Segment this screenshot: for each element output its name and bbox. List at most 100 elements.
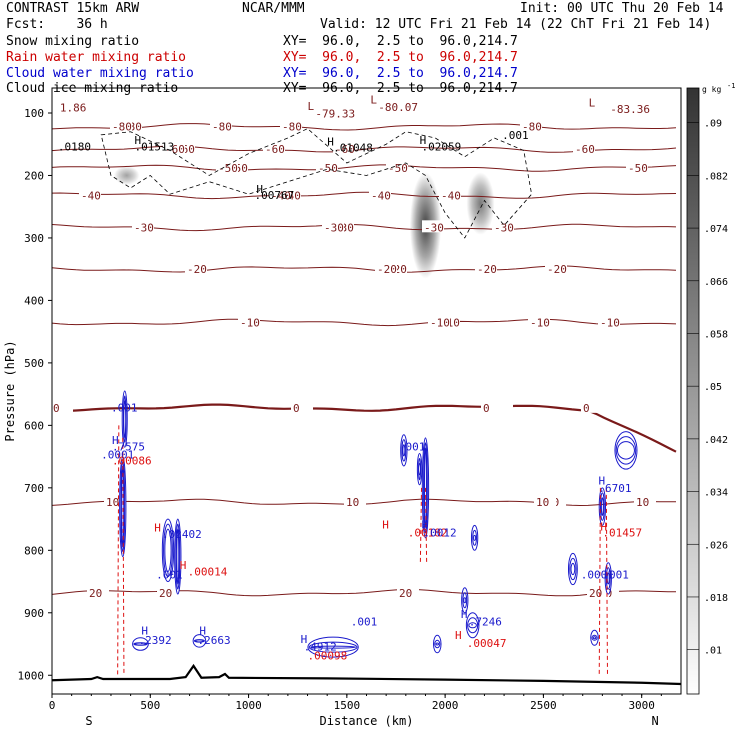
data-label: -83.36: [610, 103, 650, 116]
y-tick-label: 200: [24, 169, 44, 182]
data-label: H: [600, 520, 607, 533]
isotherm-label: -50: [628, 162, 648, 175]
isotherm-label: -40: [441, 189, 461, 202]
data-label: .00182: [408, 527, 448, 540]
data-label: H: [382, 518, 389, 531]
isotherm-label-bg: [386, 160, 408, 173]
isotherm-label-bg: [210, 119, 232, 132]
isotherm-label-bg: [157, 585, 179, 598]
x-tick-label: 1500: [334, 699, 361, 712]
cloud-water-contour: [434, 639, 441, 649]
cloud-water-contour: [616, 441, 635, 460]
data-label: H: [455, 629, 462, 642]
cloud-water-contour: [598, 487, 607, 526]
isotherm-label: -60: [265, 143, 285, 156]
y-tick-label: 1000: [18, 669, 45, 682]
legend-cloud-water-label: Cloud water mixing ratio: [6, 66, 194, 81]
colorbar: .01 .018 .026 .034 .042 .05 .058 .066 .074 .082 .0…: [686, 82, 735, 695]
valid-time: Valid: 12 UTC Fri 21 Feb 14 (22 ChT Fri …: [320, 17, 712, 32]
rain-contour: [598, 487, 601, 676]
isotherm-label-bg: [132, 220, 154, 233]
data-label: .00767: [254, 189, 294, 202]
cloud-water-contour: [195, 639, 204, 643]
cloud-water-contour: [309, 645, 357, 649]
annotation-layer: 1.86 L-79.33L-80.07 L -83.36H.01513.0180 H .0…: [58, 94, 650, 663]
org-label: NCAR/MMM: [242, 1, 305, 16]
cloud-water-contour: [606, 572, 610, 585]
y-tick-label: 400: [24, 294, 44, 307]
isotherm-label-bg: [520, 119, 542, 132]
forecast-hour: Fcst: 36 h: [6, 17, 108, 32]
cloud-water-contour: [470, 524, 479, 551]
x-tick-label: 500: [140, 699, 160, 712]
isotherm-label: -60: [335, 143, 355, 156]
isotherm-label-bg: [492, 220, 514, 233]
data-label: .0001: [581, 568, 614, 581]
colorbar-tick-label: .058: [704, 329, 728, 340]
data-label: L: [589, 97, 596, 110]
cloud-water-contour: [308, 641, 358, 653]
isotherm-label: -20: [547, 263, 567, 276]
isotherm-label: 0: [583, 402, 590, 415]
y-tick-label: 700: [24, 482, 44, 495]
cloud-water-contour: [567, 552, 578, 586]
cloud-water-contour: [175, 523, 181, 590]
cloud-water-contour: [605, 567, 611, 590]
data-label: H: [301, 633, 308, 646]
data-label: .6701: [598, 482, 631, 495]
cloud-water-contour: [592, 636, 597, 640]
isotherm-label: 20: [89, 587, 102, 600]
data-label: .2663: [197, 634, 230, 647]
data-label: .001: [156, 568, 183, 581]
x-tick-label: 0: [49, 699, 56, 712]
data-label: .01457: [602, 527, 642, 540]
temperature-isotherms: -80-80-80-80-80-60-60-60-60-60-50-50-50-…: [52, 119, 677, 600]
isotherm-label-bg: [397, 585, 419, 598]
isotherm-label-bg: [110, 119, 132, 132]
colorbar-tick-label: .01: [704, 646, 722, 657]
x-tick-label: 2000: [432, 699, 459, 712]
legend-cloud-water-xy: XY= 96.0, 2.5 to 96.0,214.7: [283, 66, 518, 81]
cloud-water-contour: [119, 456, 127, 558]
data-label: .001: [111, 402, 138, 415]
isotherm-label: 0: [53, 402, 60, 415]
isotherm-label: -50: [318, 162, 338, 175]
terrain-profile: [51, 663, 682, 686]
cloud-water-contour: [569, 557, 577, 581]
data-label: H: [199, 625, 206, 638]
cloud-water-contour: [176, 528, 180, 585]
data-label: .01048: [333, 142, 373, 155]
isotherm-label-bg: [428, 315, 450, 328]
data-label: .00014: [188, 565, 228, 578]
south-label: S: [85, 714, 92, 728]
x-tick-label: 2500: [530, 699, 557, 712]
cloud-water-contour: [161, 518, 175, 583]
isotherm-label: -10: [430, 316, 450, 329]
isotherm-label-bg: [291, 400, 313, 413]
isotherm-label-bg: [369, 188, 391, 201]
isotherm-label-bg: [573, 142, 595, 155]
data-label: H: [422, 518, 429, 531]
cloud-water-contour: [461, 587, 469, 614]
cloud-water-contour: [435, 642, 440, 646]
cloud-water-contour: [416, 452, 423, 486]
init-time: Init: 00 UTC Thu 20 Feb 14: [520, 1, 724, 16]
isotherm-label-bg: [185, 262, 207, 275]
isotherm-label: 10: [346, 496, 359, 509]
isotherm--60: [52, 145, 677, 153]
isotherm-label-bg: [52, 400, 73, 413]
cloud-water-contour: [423, 447, 427, 529]
data-label: .001: [399, 440, 426, 453]
rain-contour: [424, 487, 428, 563]
isotherm-label-bg: [439, 188, 461, 201]
isotherm-label: -40: [371, 189, 391, 202]
model-title: CONTRAST 15km ARW: [6, 1, 140, 16]
data-label: .02059: [422, 140, 462, 153]
cloud-water-contour: [400, 434, 408, 467]
isotherm-label-bg: [422, 220, 444, 233]
data-label: H: [420, 134, 427, 147]
colorbar-tick-label: .074: [704, 224, 728, 235]
snow-column-2: [113, 166, 140, 185]
data-label: 1.86: [60, 102, 87, 115]
x-axis-label: Distance (km): [320, 714, 414, 728]
